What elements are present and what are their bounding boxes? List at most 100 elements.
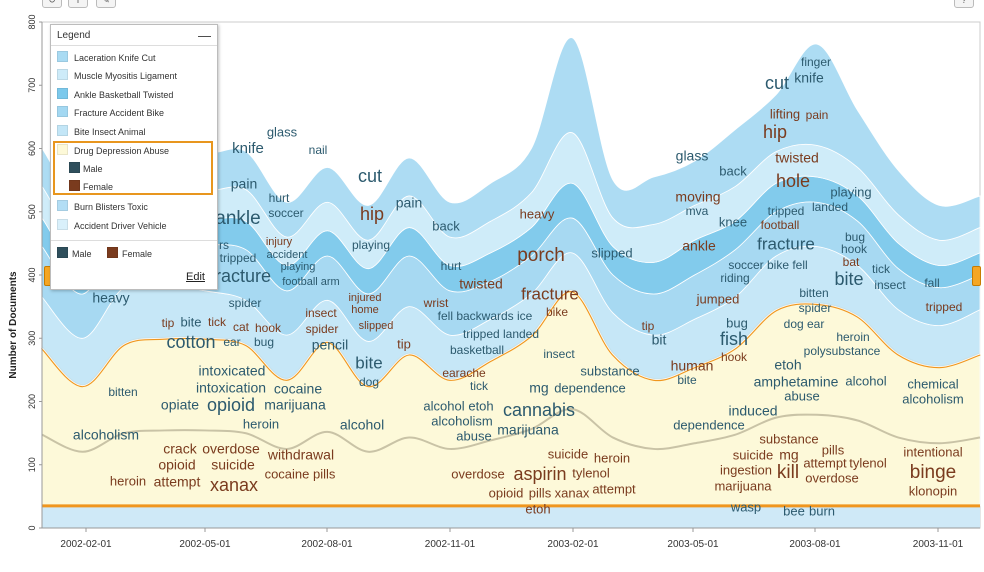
topic-word: ingestion: [720, 462, 772, 477]
topic-word: tick: [872, 262, 891, 276]
bottom-band: [42, 505, 980, 528]
topic-word: dog ear: [784, 317, 825, 331]
edit-link[interactable]: Edit: [186, 271, 205, 283]
legend-swatch: [69, 180, 80, 191]
topic-word: alcohol: [423, 398, 464, 413]
legend-footer-item[interactable]: Male: [57, 247, 92, 261]
topic-word: playing: [281, 261, 316, 273]
topic-word: ankle: [215, 208, 260, 229]
help-button[interactable]: ?: [954, 0, 974, 8]
topic-word: football: [761, 218, 800, 232]
legend-item[interactable]: Ankle Basketball Twisted: [57, 88, 173, 102]
legend-swatch: [57, 144, 68, 155]
comment-icon[interactable]: ✎: [96, 0, 116, 8]
topic-word: accident: [267, 249, 308, 261]
x-tick-label: 2002-02-01: [60, 539, 112, 550]
topic-word: mva: [686, 204, 709, 218]
topic-word: overdose: [202, 441, 260, 457]
topic-word: attempt: [154, 474, 201, 490]
x-tick-label: 2002-08-01: [301, 539, 353, 550]
legend-label: Drug Depression Abuse: [74, 146, 170, 156]
topic-word: heavy: [92, 290, 129, 306]
topic-word: crack: [163, 441, 197, 457]
topic-word: pain: [396, 195, 422, 211]
topic-word: cotton: [166, 332, 215, 352]
legend-item[interactable]: Female: [69, 180, 113, 194]
legend-item[interactable]: Fracture Accident Bike: [57, 106, 164, 120]
legend-item[interactable]: Drug Depression Abuse: [57, 144, 169, 158]
topic-word: hook: [721, 350, 748, 364]
topic-word: bite: [677, 373, 697, 387]
legend-swatch: [57, 200, 68, 211]
topic-word: hurt: [441, 259, 462, 273]
topic-word: knee: [719, 214, 747, 229]
legend-item[interactable]: Laceration Knife Cut: [57, 51, 156, 65]
topic-word: heroin: [594, 450, 630, 465]
topic-word: cat: [233, 320, 250, 334]
legend-item[interactable]: Male: [69, 162, 103, 176]
legend-item[interactable]: Burn Blisters Toxic: [57, 200, 148, 214]
topic-word: tripped: [768, 204, 805, 218]
series-area[interactable]: [41, 37, 981, 241]
topic-word: glass: [267, 124, 298, 139]
topic-word: wasp: [730, 499, 761, 514]
legend-item[interactable]: Bite Insect Animal: [57, 125, 146, 139]
legend-swatch: [69, 162, 80, 173]
y-tick-label: 0: [27, 525, 37, 530]
topic-word: back: [719, 163, 747, 178]
legend-swatch: [107, 247, 118, 258]
topic-word: induced: [728, 403, 777, 419]
topic-word: alcoholism: [73, 427, 139, 443]
legend-swatch: [57, 88, 68, 99]
topic-word: tylenol: [572, 465, 610, 480]
topic-word: alcohol: [340, 417, 384, 433]
topic-word: hook: [255, 321, 282, 335]
minimize-icon[interactable]: —: [198, 28, 211, 43]
topic-word: human: [671, 358, 714, 374]
legend-swatch: [57, 247, 68, 258]
topic-word: hole: [776, 171, 810, 191]
topic-word: bite: [834, 269, 863, 289]
legend-item[interactable]: Accident Driver Vehicle: [57, 219, 167, 233]
topic-word: twisted: [775, 150, 819, 166]
topic-word: football arm: [282, 276, 339, 288]
topic-word: jumped: [696, 291, 740, 306]
legend-panel: Legend — Laceration Knife Cut Muscle Myos…: [50, 24, 218, 290]
topic-word: racture: [215, 266, 271, 286]
legend-footer-item[interactable]: Female: [107, 247, 152, 261]
topic-word: overdose: [451, 466, 504, 481]
y-tick-label: 800: [27, 14, 37, 29]
topic-word: alcoholism: [902, 391, 963, 406]
topic-word: burn: [809, 503, 835, 518]
topic-word: bug: [726, 315, 748, 330]
info-icon[interactable]: i: [68, 0, 88, 8]
topic-word: fall: [924, 276, 939, 290]
topic-word: aspirin: [513, 464, 566, 484]
topic-word: suicide: [733, 447, 773, 462]
legend-swatch: [57, 125, 68, 136]
topic-word: tip: [397, 336, 411, 351]
topic-word: chemical: [907, 376, 958, 391]
topic-word: opioid: [489, 485, 524, 500]
topic-word: wrist: [423, 296, 449, 310]
refresh-icon[interactable]: ↻: [42, 0, 62, 8]
topic-word: dependence: [673, 417, 745, 432]
topic-word: landed: [812, 200, 848, 214]
topic-word: tripped: [926, 300, 963, 314]
legend-item[interactable]: Muscle Myositis Ligament: [57, 69, 177, 83]
topic-word: binge: [910, 462, 957, 483]
topic-word: insect: [874, 278, 906, 292]
topic-word: mg: [529, 380, 548, 396]
topic-word: substance: [580, 363, 639, 378]
topic-word: glass: [676, 148, 709, 164]
topic-word: fracture: [521, 284, 579, 303]
topic-word: soccer bike fell: [728, 258, 807, 272]
topic-word: hip: [763, 122, 787, 142]
topic-word: cocaine: [274, 381, 322, 397]
y-tick-label: 100: [27, 457, 37, 472]
topic-word: bitten: [799, 286, 828, 300]
topic-word: heroin: [836, 330, 869, 344]
range-handle-right[interactable]: [972, 266, 981, 286]
y-axis-label: Number of Documents: [8, 271, 19, 379]
